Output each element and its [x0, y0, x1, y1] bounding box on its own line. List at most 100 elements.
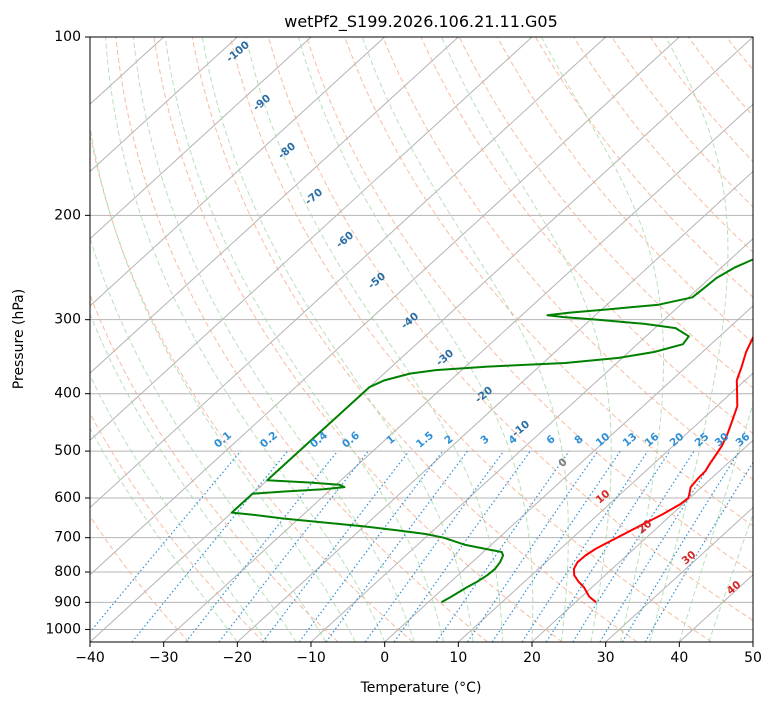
dry-adiabat-line — [611, 37, 753, 208]
mixing-ratio-label: 0.4 — [308, 429, 330, 450]
isotherm-line — [90, 37, 386, 307]
moist-adiabat-line — [708, 513, 753, 642]
plot-frame — [89, 36, 754, 643]
dry-adiabat-label: -20 — [473, 384, 495, 405]
mixing-ratio-line — [621, 450, 740, 642]
isotherm-line — [90, 37, 753, 642]
moist-adiabat-line — [132, 37, 415, 642]
moist-adiabat-line — [297, 37, 534, 642]
dry-adiabat-line — [726, 37, 753, 71]
dry-adiabat-line — [306, 37, 753, 574]
x-axis-label: Temperature (°C) — [360, 680, 482, 696]
moist-adiabat-line — [678, 401, 753, 642]
x-tick-label: 20 — [523, 650, 541, 666]
dry-adiabat-line — [90, 131, 414, 642]
y-tick-label: 500 — [54, 443, 81, 459]
moist-adiabat-line — [540, 37, 664, 642]
x-tick-label: −30 — [149, 650, 179, 666]
mixing-ratio-label: 13 — [621, 431, 640, 450]
dry-adiabat-line — [268, 37, 753, 622]
moist-adiabat-line — [441, 37, 612, 642]
mixing-ratio-label: 25 — [693, 431, 712, 450]
dry-adiabat-label: -70 — [303, 186, 325, 207]
isotherm-line — [90, 37, 238, 173]
dry-adiabat-line — [458, 37, 753, 389]
dry-adiabat-line — [382, 37, 753, 481]
x-axis: −40 −30 −20 −10 0 10 20 30 40 50 — [75, 642, 762, 666]
y-axis-label: Pressure (hPa) — [11, 289, 27, 389]
x-tick-label: 50 — [744, 650, 762, 666]
mixing-ratio-line — [90, 450, 242, 633]
mixing-ratio-label: 36 — [734, 431, 753, 450]
dry-adiabat-line — [765, 37, 775, 642]
moist-adiabat-line — [201, 37, 474, 642]
mixing-ratio-line — [435, 450, 570, 642]
mixing-ratio-line — [545, 450, 671, 642]
x-tick-label: 10 — [449, 650, 467, 666]
y-tick-label: 300 — [54, 312, 81, 328]
mixing-ratio-line — [218, 450, 369, 642]
x-tick-label: 40 — [670, 650, 688, 666]
moist-adiabat-line — [245, 37, 503, 642]
moist-adiabat-line — [90, 427, 238, 642]
isotherm-line — [605, 506, 753, 642]
x-tick-label: −40 — [75, 650, 105, 666]
isotherm-line — [90, 37, 680, 576]
mixing-ratio-label: 20 — [668, 431, 687, 450]
dry-adiabat-line — [649, 37, 753, 163]
mixing-ratio-line — [521, 450, 649, 642]
moist-adiabat-label: 40 — [725, 579, 744, 598]
dry-adiabat-line — [229, 37, 712, 642]
dry-adiabat-line — [90, 515, 190, 642]
mixing-ratio-label: 0.2 — [258, 429, 280, 450]
mixing-ratio-line — [325, 450, 468, 642]
mixing-ratio-line — [491, 450, 621, 642]
mixing-ratio-line — [466, 450, 599, 642]
y-tick-label: 600 — [54, 490, 81, 506]
y-tick-label: 1000 — [45, 621, 81, 637]
isotherm-line — [457, 372, 753, 642]
mixing-ratio-line — [599, 450, 720, 642]
y-tick-label: 400 — [54, 386, 81, 402]
dry-adiabat-label: -50 — [366, 270, 388, 291]
dry-adiabat-line — [115, 37, 488, 642]
moist-adiabat-line — [90, 123, 356, 642]
x-tick-label: −10 — [296, 650, 326, 666]
chart-title: wetPf2_S199.2026.106.21.11.G05 — [284, 12, 558, 32]
y-tick-label: 200 — [54, 207, 81, 223]
y-tick-label: 700 — [54, 530, 81, 546]
mixing-ratio-line — [298, 450, 444, 642]
isotherm-line — [90, 37, 312, 240]
moist-adiabat-line — [90, 236, 327, 642]
mixing-ratio-line — [131, 450, 289, 642]
x-tick-label: 30 — [597, 650, 615, 666]
dry-adiabat-label: -30 — [434, 347, 456, 368]
dry-adiabat-line — [90, 293, 339, 642]
moist-adiabat-line — [164, 37, 445, 642]
isotherm-line — [236, 170, 753, 642]
isotherm-line — [531, 439, 753, 642]
dry-adiabat-line — [191, 37, 638, 642]
dewpoint-line — [230, 258, 753, 604]
dry-adiabat-line — [344, 37, 753, 527]
isotherm-line — [90, 37, 533, 442]
isotherm-line — [90, 37, 459, 374]
mixing-ratio-label: 1.5 — [414, 429, 436, 450]
y-tick-label: 100 — [54, 29, 81, 45]
dry-adiabat-label: -90 — [251, 92, 273, 113]
moist-adiabat-line — [90, 374, 268, 642]
mixing-ratio-line — [262, 450, 410, 642]
data-series — [230, 258, 753, 604]
isotherm-line — [90, 37, 607, 509]
mixing-ratio-line — [185, 450, 339, 642]
x-tick-label: −20 — [223, 650, 253, 666]
mixing-ratio-label: 10 — [594, 431, 613, 450]
y-axis: 100 200 300 400 500 600 700 800 900 1000 — [45, 29, 90, 637]
temperature-line — [572, 335, 753, 604]
dry-adiabat-line — [420, 37, 753, 435]
moist-adiabat-label: 30 — [680, 549, 699, 568]
mixing-ratio-line — [393, 450, 531, 642]
dry-adiabat-line — [687, 37, 753, 117]
moist-adiabat-line — [105, 37, 386, 642]
